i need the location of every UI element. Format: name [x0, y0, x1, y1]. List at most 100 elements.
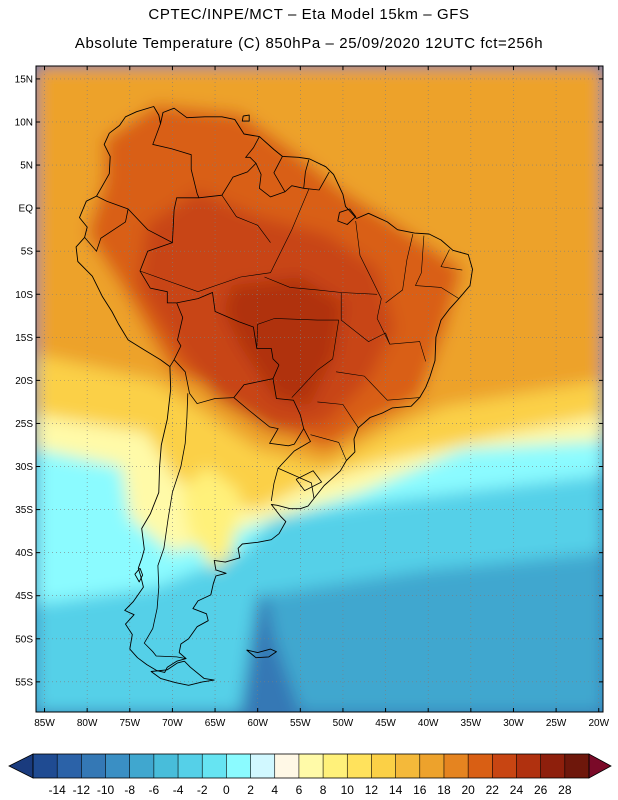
lat-tick-label: EQ — [19, 204, 34, 215]
coastline — [246, 648, 277, 659]
lat-tick-label: 40S — [15, 548, 33, 559]
plot-frame — [35, 65, 604, 713]
lake-outline — [295, 470, 323, 492]
coastline — [75, 106, 473, 673]
colorbar-high-arrow — [588, 753, 612, 779]
colorbar-label: -12 — [73, 783, 91, 797]
state-border — [376, 318, 426, 362]
colorbar-label: 18 — [437, 783, 451, 797]
state-border — [291, 320, 339, 398]
coastline-layer — [75, 106, 473, 686]
colorbar-label: 6 — [296, 783, 303, 797]
colorbar-label: 10 — [341, 783, 355, 797]
temp-zone-south-pacific-cool — [36, 440, 603, 605]
country-border — [198, 136, 260, 199]
colorbar-label: 4 — [271, 783, 278, 797]
country-border — [272, 378, 305, 429]
country-border — [139, 242, 177, 304]
lat-tick-label: 10N — [15, 117, 33, 128]
lon-tick-label: 30W — [503, 718, 524, 729]
state-border — [340, 292, 391, 345]
state-border — [440, 249, 463, 271]
state-border — [264, 276, 378, 295]
colorbar-swatch — [564, 754, 590, 778]
lat-tick-label: 30S — [15, 462, 33, 473]
colorbar-label: 12 — [365, 783, 379, 797]
lat-tick-label: 25S — [15, 419, 33, 430]
country-border — [143, 393, 189, 659]
lat-tick-label: 10S — [15, 290, 33, 301]
country-border — [84, 208, 129, 252]
colorbar-swatch — [298, 754, 324, 778]
country-border — [176, 291, 280, 366]
colorbar-label: -2 — [197, 783, 208, 797]
lat-tick-label: 35S — [15, 505, 33, 516]
map-title-line-1: CPTEC/INPE/MCT – Eta Model 15km – GFS — [148, 6, 470, 23]
colorbar-swatch — [33, 754, 58, 778]
temp-zone-southern-ocean-cool — [36, 475, 603, 712]
state-border — [385, 233, 414, 304]
colorbar-swatch — [178, 754, 203, 778]
lon-tick-label: 20W — [588, 718, 609, 729]
state-border — [256, 318, 339, 349]
state-border — [317, 401, 359, 428]
colorbar-label: -14 — [49, 783, 67, 797]
lon-tick-label: 60W — [247, 718, 268, 729]
state-border — [336, 371, 420, 401]
axis-ticks: 15N 10N 5N EQ 5S 10S 15S 20S 25S 30S 35S 40S 45S 50S 5… — [15, 66, 610, 729]
lon-tick-label: 25W — [546, 718, 567, 729]
colorbar-label: -10 — [97, 783, 115, 797]
colorbar-swatch — [516, 754, 541, 778]
lat-lon-grid — [36, 66, 603, 712]
colorbar-swatch — [105, 754, 130, 778]
lon-tick-label: 45W — [375, 718, 396, 729]
colorbar-swatch — [202, 754, 227, 778]
country-border — [273, 156, 286, 193]
colorbar-label: 8 — [320, 783, 327, 797]
lat-tick-label: 15S — [15, 333, 33, 344]
colorbar-low-arrow — [8, 753, 34, 779]
colorbar-label: 16 — [413, 783, 427, 797]
map-title-line-2: Absolute Temperature (C) 850hPa – 25/09/… — [74, 35, 544, 52]
colorbar-swatch — [57, 754, 82, 778]
coastline — [134, 567, 144, 583]
coastline — [337, 208, 357, 225]
lat-tick-label: 55S — [15, 677, 33, 688]
colorbar-swatch — [468, 754, 493, 778]
colorbar-frame — [32, 753, 590, 779]
colorbar-swatch — [129, 754, 155, 778]
colorbar-swatch — [226, 754, 251, 778]
country-border — [173, 359, 280, 405]
colorbar-label: 22 — [486, 783, 500, 797]
lat-tick-label: 15N — [15, 74, 33, 85]
colorbar-swatch — [419, 754, 445, 778]
state-border — [310, 434, 347, 461]
colorbar-label: 2 — [247, 783, 254, 797]
colorbar-label: -4 — [173, 783, 184, 797]
lon-tick-label: 55W — [290, 718, 311, 729]
colorbar-swatch — [492, 754, 517, 778]
lon-tick-label: 70W — [162, 718, 183, 729]
lon-tick-label: 85W — [34, 718, 55, 729]
colorbar-label: 14 — [389, 783, 403, 797]
colorbar-label: 24 — [510, 783, 524, 797]
colorbar-label: 0 — [223, 783, 230, 797]
lon-tick-label: 75W — [120, 718, 141, 729]
country-border — [169, 302, 184, 367]
state-border — [355, 220, 382, 319]
temp-zone-core-hot — [223, 277, 343, 407]
lat-tick-label: 20S — [15, 376, 33, 387]
state-border — [415, 285, 460, 299]
temp-zone-subtropical-mild — [36, 414, 603, 553]
country-border — [96, 195, 199, 244]
state-border — [415, 235, 425, 286]
lon-tick-label: 35W — [461, 718, 482, 729]
colorbar-label: 20 — [461, 783, 475, 797]
colorbar-label: -8 — [124, 783, 135, 797]
lon-tick-label: 40W — [418, 718, 439, 729]
country-border — [152, 123, 200, 198]
colorbar: -14 -12 -10 -8 -6 -4 -2 0 2 4 6 8 10 12 14 16 18 20 22 24 26… — [8, 753, 612, 797]
state-border — [221, 195, 271, 243]
colorbar-swatch — [81, 754, 106, 778]
